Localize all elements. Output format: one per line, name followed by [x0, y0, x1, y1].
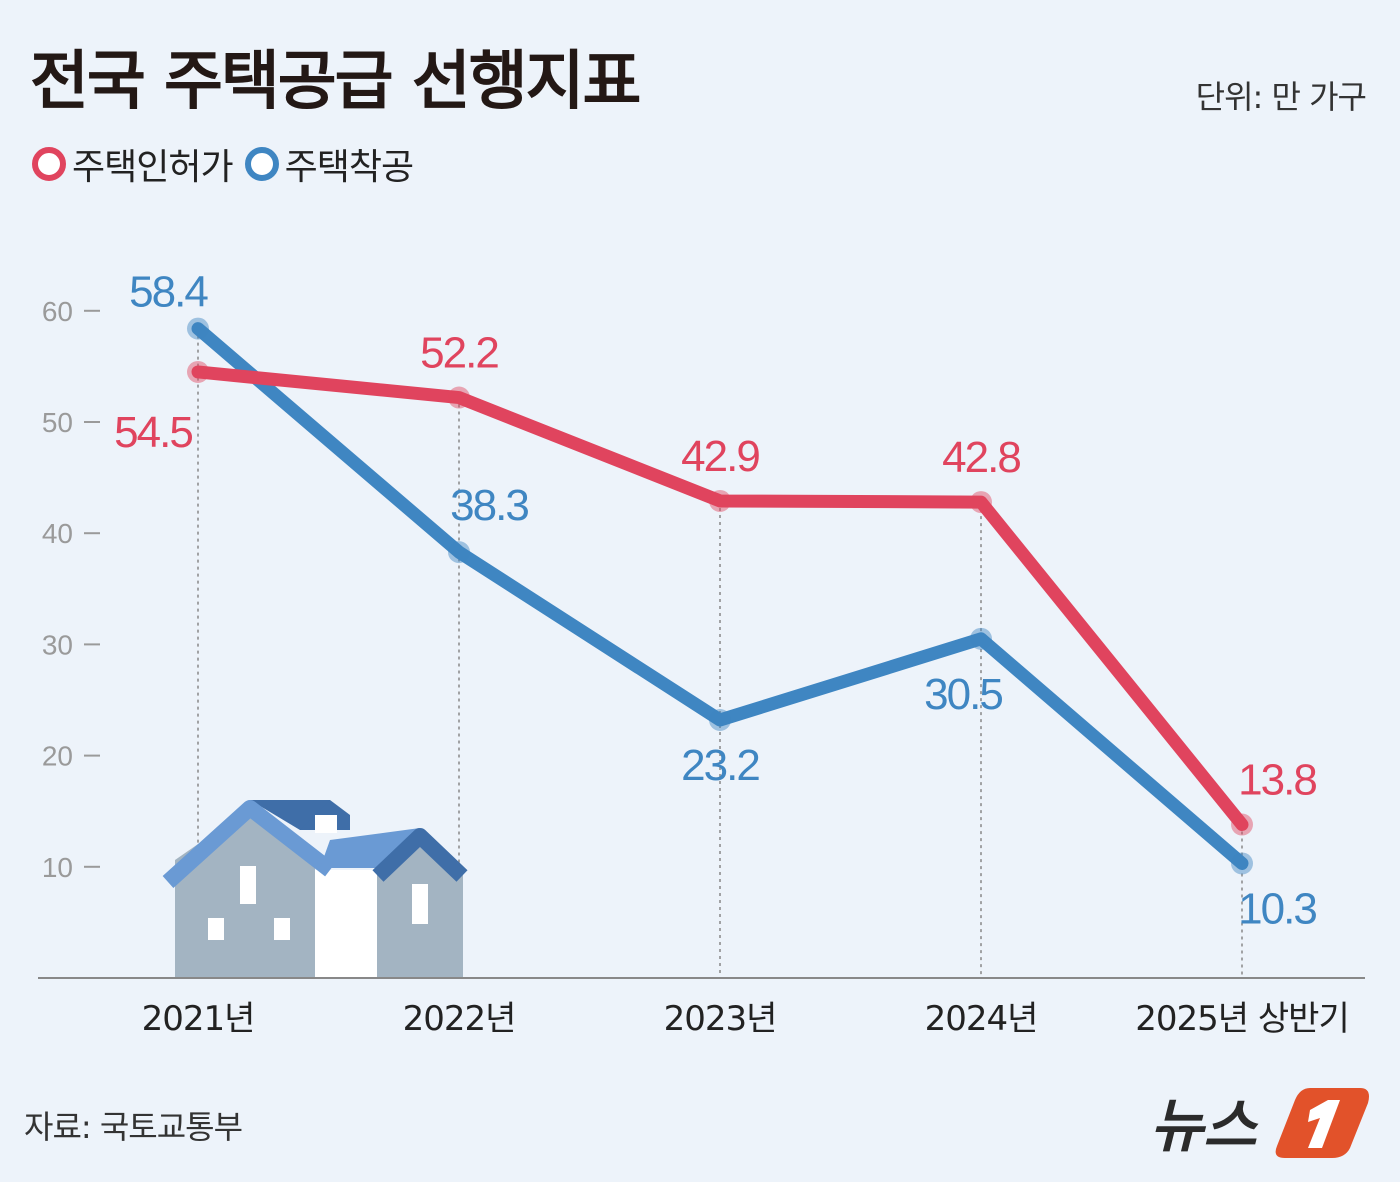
legend-item-permit: 주택인허가: [32, 138, 234, 190]
data-label: 38.3: [450, 481, 528, 530]
data-point: [709, 489, 731, 512]
data-point: [187, 317, 209, 340]
x-tick-label: 2023년: [664, 999, 777, 1039]
data-label: 42.9: [681, 432, 759, 481]
y-tick-label: 50: [42, 407, 73, 438]
data-label: 10.3: [1238, 884, 1316, 933]
data-label: 13.8: [1238, 756, 1316, 805]
data-point: [970, 491, 992, 514]
data-point: [448, 541, 470, 564]
circle-icon: [244, 147, 279, 181]
svg-text:뉴스: 뉴스: [1150, 1092, 1259, 1160]
unit-label: 단위: 만 가구: [1195, 78, 1367, 116]
data-point: [187, 360, 209, 383]
data-point: [709, 709, 731, 732]
data-point: [1231, 813, 1253, 836]
x-tick-label: 2022년: [403, 999, 516, 1039]
circle-icon: [32, 147, 66, 181]
data-label: 58.4: [129, 268, 208, 317]
x-tick-label: 2021년: [142, 999, 255, 1039]
x-tick-label: 2024년: [925, 999, 1038, 1039]
house-illustration: [162, 800, 468, 978]
data-label: 42.8: [942, 433, 1020, 482]
y-tick-label: 20: [42, 741, 73, 772]
x-tick-label: 2025년 상반기: [1135, 999, 1348, 1039]
y-tick-label: 30: [42, 629, 73, 660]
data-point: [1231, 852, 1253, 875]
series-line-start: [191, 322, 1249, 870]
y-tick-label: 60: [42, 296, 73, 327]
page-title: 전국 주택공급 선행지표: [30, 45, 641, 119]
data-label: 54.5: [114, 408, 192, 457]
y-tick-label: 40: [42, 518, 73, 549]
source-note: 자료: 국토교통부: [24, 1108, 243, 1146]
legend-label: 주택착공: [284, 147, 414, 188]
y-tick-label: 10: [42, 852, 73, 883]
legend-label: 주택인허가: [72, 147, 234, 188]
data-label: 30.5: [924, 670, 1002, 719]
series-line-permit: [191, 365, 1249, 832]
legend: 주택인허가 주택착공: [32, 138, 425, 190]
data-point: [448, 386, 470, 409]
legend-item-start: 주택착공: [244, 138, 414, 190]
data-point: [970, 627, 992, 650]
news1-logo: 뉴스: [1150, 1088, 1369, 1160]
data-label: 23.2: [681, 741, 759, 790]
data-label: 52.2: [420, 329, 498, 378]
